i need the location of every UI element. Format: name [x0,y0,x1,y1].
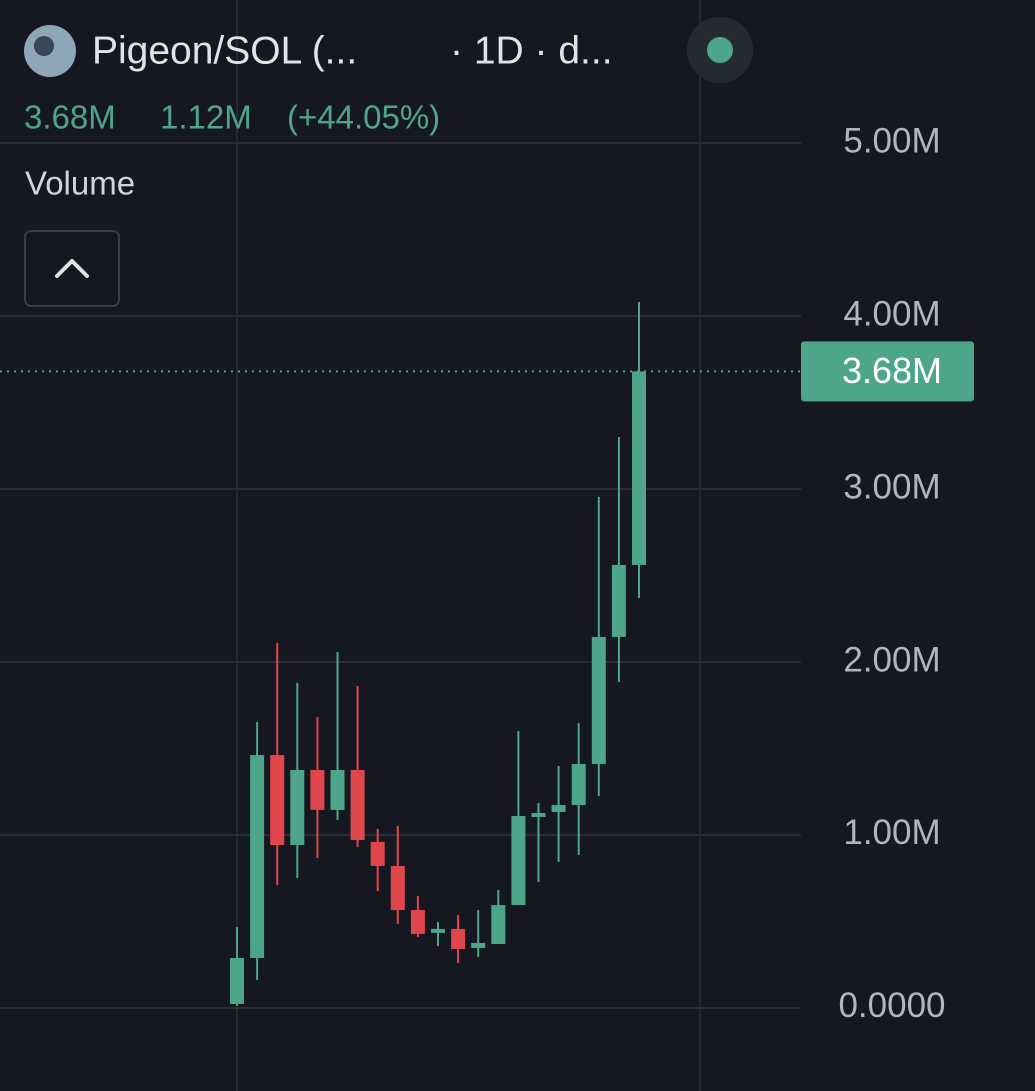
y-tick-label: 4.00M [843,294,940,333]
legend-label: Volume [25,165,135,202]
candle-body [350,769,365,841]
candle-body [370,841,385,866]
candle-body [571,764,586,806]
chevron-icon [55,259,89,278]
chart-subtitle: · 1D · d... [450,29,613,72]
candle-body [431,928,445,933]
y-tick-label: 1.00M [843,813,940,852]
candle-body [511,815,526,906]
candle-body [471,942,486,948]
candle-body [310,769,325,810]
chart-title: Pigeon/SOL (... [92,29,357,72]
candle-body [410,910,425,934]
header-change-percent: (+44.05%) [287,99,440,136]
candle-body [390,865,405,911]
status-dot [707,37,733,63]
candle-body [591,636,606,765]
header-change: 1.12M [160,99,252,136]
candle-body [531,813,546,817]
candles [230,302,646,1006]
candle-body [290,769,305,846]
y-tick-label: 3.00M [843,467,940,506]
y-tick-label: 0.0000 [838,986,945,1025]
candle-body [330,769,345,810]
candle-body [611,564,626,637]
y-tick-label: 2.00M [843,640,940,679]
price-tag-label: 3.68M [842,350,942,391]
candle-body [250,755,265,958]
price-tag [801,341,974,402]
y-axis: 0.0000 1.00M 2.00M 3.00M 4.00M 5.00M [838,121,945,1025]
candle-body [491,905,506,944]
candle-body [451,928,466,949]
collapse-button[interactable] [24,230,120,307]
candle-body [270,755,285,846]
header-price: 3.68M [24,99,116,136]
y-tick-label: 5.00M [843,121,940,160]
candle-body [230,957,244,1004]
token-icon-detail [34,36,54,56]
grid [0,142,801,1009]
candle-body [632,371,646,565]
candle-body [551,805,566,812]
